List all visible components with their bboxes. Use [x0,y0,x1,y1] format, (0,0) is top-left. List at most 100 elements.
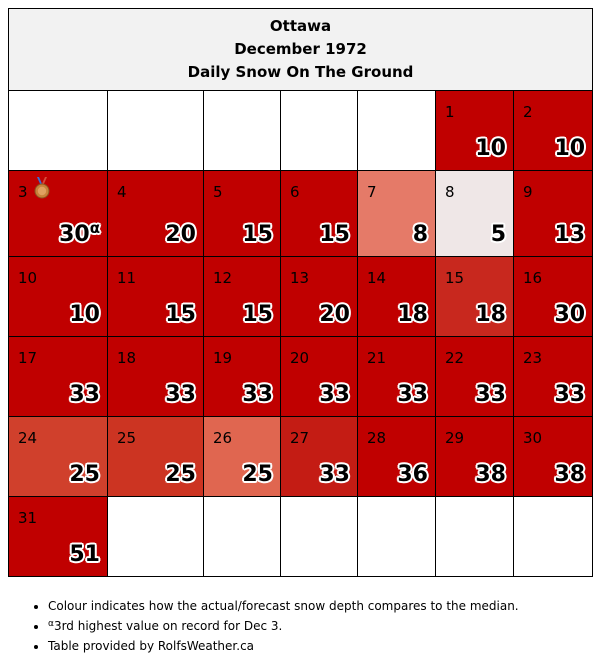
day-number: 22 [445,349,465,367]
day-number: 27 [290,429,310,447]
snow-depth-value: 33 [475,382,506,407]
day-cell: 30 38 [512,416,594,497]
day-cell: 14 18 [357,256,436,337]
snow-depth-number: 25 [242,462,273,487]
day-number: 30 [523,429,543,447]
day-number: 29 [445,429,465,447]
footnote-record: α3rd highest value on record for Dec 3. [48,616,519,636]
day-number: 8 [445,183,455,201]
day-cell: 10 10 [8,256,108,337]
calendar-week-row: 17 33 18 33 19 33 20 33 21 33 22 33 23 33 [8,336,594,417]
snow-depth-number: 10 [69,302,100,327]
footnote-colour: Colour indicates how the actual/forecast… [48,596,519,616]
day-cell: 29 38 [435,416,514,497]
snow-depth-number: 33 [69,382,100,407]
calendar-week-row: 24 25 25 25 26 25 27 33 28 36 29 38 30 38 [8,416,594,497]
snow-depth-number: 38 [475,462,506,487]
day-cell: 20 33 [280,336,358,417]
day-cell: 11 15 [107,256,204,337]
day-number: 3 [18,183,28,201]
snow-depth-value: 25 [242,462,273,487]
snow-depth-number: 15 [165,302,196,327]
city-title: Ottawa [269,17,332,35]
snow-depth-value: 30 [554,302,585,327]
snow-depth-number: 8 [412,222,428,247]
day-cell: 6 15 [280,170,358,257]
snow-depth-number: 20 [319,302,350,327]
record-marker: α [89,219,100,237]
empty-cell [280,496,358,577]
snow-depth-value: 5 [491,222,506,247]
snow-depth-value: 20 [319,302,350,327]
snow-depth-value: 51 [69,542,100,567]
snow-depth-value: 8 [413,222,428,247]
snow-depth-value: 18 [397,302,428,327]
empty-cell [107,90,204,171]
day-number: 11 [117,269,137,287]
day-number: 21 [367,349,387,367]
day-cell: 17 33 [8,336,108,417]
snow-depth-number: 51 [69,542,100,567]
calendar-body: 1 10 2 10 3 30α 4 20 5 15 6 15 7 8 8 5 9 13 10 10 11 15 12 15 13… [8,90,594,577]
calendar-week-row: 31 51 [8,496,594,577]
day-number: 13 [290,269,310,287]
empty-cell [512,496,594,577]
snow-depth-value: 30α [59,219,100,247]
day-cell: 25 25 [107,416,204,497]
day-cell: 9 13 [512,170,594,257]
month-year-title: December 1972 [234,40,367,58]
snow-depth-value: 33 [165,382,196,407]
bronze-medal-icon [33,177,51,203]
snow-depth-value: 15 [319,222,350,247]
day-cell: 16 30 [512,256,594,337]
snow-depth-value: 18 [475,302,506,327]
snow-depth-value: 33 [242,382,273,407]
day-cell: 2 10 [512,90,594,171]
footnote-credit: Table provided by RolfsWeather.ca [48,636,519,656]
snow-depth-value: 33 [69,382,100,407]
snow-depth-number: 20 [165,222,196,247]
snow-depth-number: 18 [397,302,428,327]
snow-depth-value: 15 [242,222,273,247]
snow-depth-number: 33 [242,382,273,407]
day-cell: 13 20 [280,256,358,337]
snow-depth-number: 15 [319,222,350,247]
snow-depth-number: 33 [397,382,428,407]
day-number: 1 [445,103,455,121]
day-cell: 5 15 [203,170,281,257]
snow-depth-number: 33 [319,382,350,407]
day-cell: 18 33 [107,336,204,417]
snow-depth-number: 33 [319,462,350,487]
day-number: 7 [367,183,377,201]
footnote-record-text: 3rd highest value on record for Dec 3. [53,619,283,633]
empty-cell [107,496,204,577]
day-number: 12 [213,269,233,287]
snow-depth-number: 10 [475,136,506,161]
empty-cell [435,496,514,577]
calendar-header: Ottawa December 1972 Daily Snow On The G… [7,8,594,91]
day-number: 17 [18,349,38,367]
day-cell: 24 25 [8,416,108,497]
day-number: 4 [117,183,127,201]
day-number: 2 [523,103,533,121]
snow-calendar: Ottawa December 1972 Daily Snow On The G… [7,8,594,577]
day-cell: 19 33 [203,336,281,417]
day-cell: 12 15 [203,256,281,337]
snow-depth-value: 33 [319,462,350,487]
day-cell: 31 51 [8,496,108,577]
day-cell: 26 25 [203,416,281,497]
snow-depth-number: 30 [59,222,90,247]
calendar-header-row: Ottawa December 1972 Daily Snow On The G… [7,8,594,91]
day-number: 23 [523,349,543,367]
snow-depth-value: 25 [69,462,100,487]
day-number: 6 [290,183,300,201]
day-number: 14 [367,269,387,287]
snow-depth-value: 10 [475,136,506,161]
calendar-week-row: 1 10 2 10 [8,90,594,171]
snow-depth-number: 15 [242,302,273,327]
snow-depth-value: 25 [165,462,196,487]
day-cell: 28 36 [357,416,436,497]
snow-depth-number: 25 [69,462,100,487]
day-number: 24 [18,429,38,447]
